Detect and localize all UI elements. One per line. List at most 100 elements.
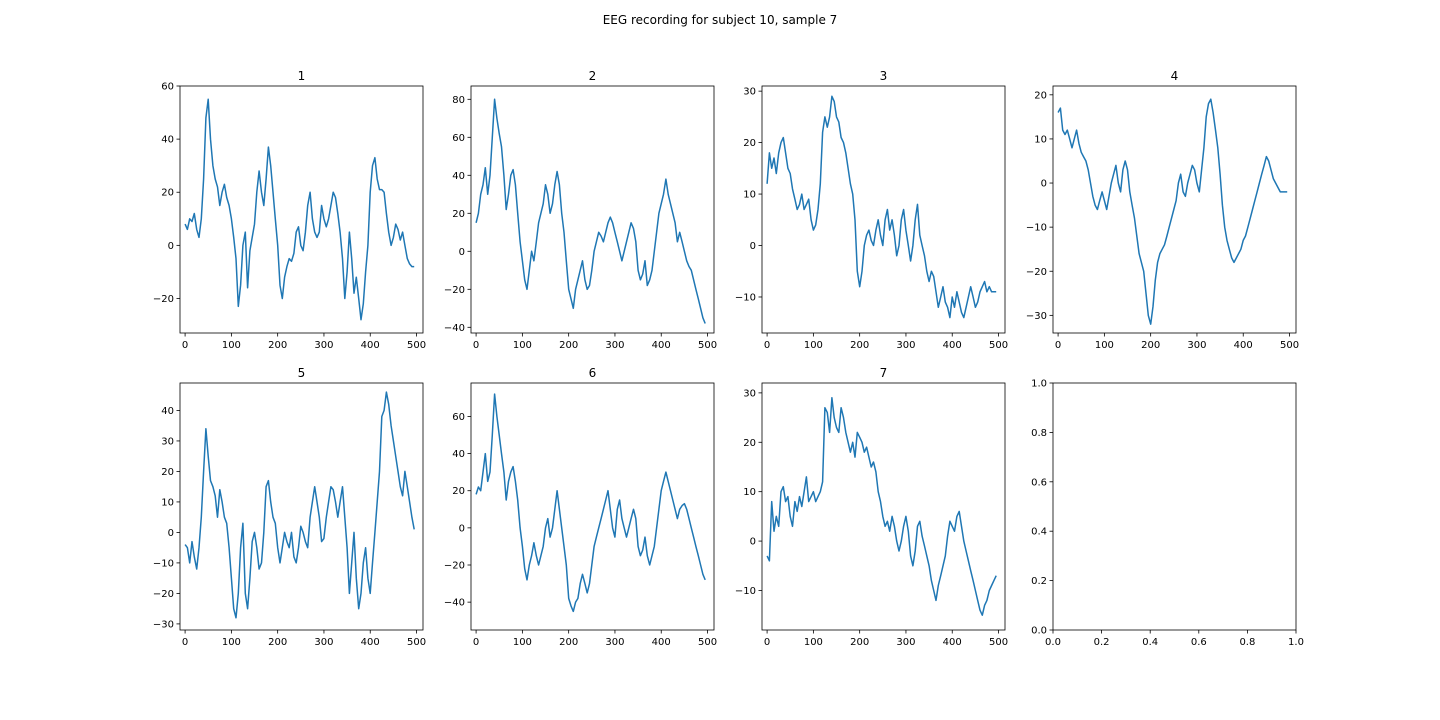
- x-tick-label: 300: [605, 340, 624, 351]
- x-tick-label: 0: [1055, 340, 1061, 351]
- y-tick-label: −20: [1026, 267, 1047, 278]
- y-tick-label: 20: [743, 438, 756, 449]
- eeg-signal-line: [475, 393, 706, 613]
- y-tick-label: −10: [735, 292, 756, 303]
- x-tick-label: 100: [1095, 340, 1114, 351]
- x-tick-label: 0: [182, 637, 188, 648]
- x-tick-label: 300: [605, 637, 624, 648]
- y-tick-label: −30: [153, 619, 174, 630]
- x-tick-label: 400: [652, 340, 671, 351]
- axes-frame: [179, 85, 424, 334]
- subplot-title: 4: [1171, 69, 1179, 83]
- x-tick-label: 0.4: [1142, 637, 1158, 648]
- x-tick-label: 200: [268, 637, 287, 648]
- y-tick-label: −40: [444, 598, 465, 609]
- x-tick-label: 400: [361, 637, 380, 648]
- eeg-signal-line: [1057, 98, 1288, 325]
- subplot-title: 2: [589, 69, 597, 83]
- y-tick-label: 60: [452, 133, 465, 144]
- y-tick-label: 20: [452, 486, 465, 497]
- x-tick-label: 400: [943, 637, 962, 648]
- x-tick-label: 1.0: [1288, 637, 1304, 648]
- y-tick-label: 20: [161, 188, 174, 199]
- y-tick-label: 10: [743, 487, 756, 498]
- x-tick-label: 200: [850, 637, 869, 648]
- y-tick-label: 0: [459, 523, 465, 534]
- y-tick-label: 30: [743, 87, 756, 98]
- y-tick-label: 0.0: [1031, 626, 1047, 637]
- eeg-signal-line: [184, 98, 415, 321]
- x-tick-label: 200: [559, 340, 578, 351]
- x-tick-label: 200: [559, 637, 578, 648]
- subplot-4: 4 0 100 200 300 400 500 −30 −20 −10 0 10 20: [1026, 69, 1299, 351]
- y-tick-label: 40: [161, 406, 174, 417]
- y-tick-label: 0: [168, 528, 174, 539]
- subplot-title: 5: [298, 366, 306, 380]
- axes-frame: [470, 382, 715, 631]
- y-tick-label: −20: [444, 561, 465, 572]
- x-tick-label: 300: [896, 637, 915, 648]
- x-tick-label: 0: [764, 340, 770, 351]
- x-tick-label: 500: [407, 637, 426, 648]
- y-tick-label: 60: [161, 82, 174, 93]
- y-tick-label: −30: [1026, 311, 1047, 322]
- axes-frame: [179, 382, 424, 631]
- y-tick-label: 20: [1034, 90, 1047, 101]
- subplot-title: 1: [298, 69, 306, 83]
- x-tick-label: 100: [804, 340, 823, 351]
- x-tick-label: 500: [989, 340, 1008, 351]
- y-tick-label: 60: [452, 412, 465, 423]
- x-tick-label: 200: [1141, 340, 1160, 351]
- x-tick-label: 100: [222, 340, 241, 351]
- y-tick-label: 0.4: [1031, 527, 1047, 538]
- x-tick-label: 0.6: [1191, 637, 1207, 648]
- y-tick-label: 0: [1041, 179, 1047, 190]
- y-tick-label: 20: [161, 467, 174, 478]
- x-tick-label: 500: [1280, 340, 1299, 351]
- subplot-title: 6: [589, 366, 597, 380]
- y-tick-label: 0.6: [1031, 477, 1047, 488]
- y-tick-label: 0.8: [1031, 428, 1047, 439]
- y-tick-label: 40: [452, 171, 465, 182]
- x-tick-label: 500: [407, 340, 426, 351]
- y-tick-label: 0: [168, 241, 174, 252]
- y-tick-label: 0.2: [1031, 576, 1047, 587]
- y-tick-label: 20: [452, 209, 465, 220]
- eeg-signal-line: [184, 391, 415, 619]
- y-tick-label: 40: [452, 449, 465, 460]
- y-tick-label: 30: [743, 388, 756, 399]
- y-tick-label: 30: [161, 436, 174, 447]
- x-tick-label: 0: [473, 340, 479, 351]
- y-tick-label: 1.0: [1031, 379, 1047, 390]
- x-tick-label: 0.8: [1239, 637, 1255, 648]
- x-tick-label: 100: [513, 340, 532, 351]
- y-tick-label: 80: [452, 95, 465, 106]
- x-tick-label: 200: [268, 340, 287, 351]
- x-tick-label: 0.2: [1094, 637, 1110, 648]
- y-tick-label: 0: [459, 247, 465, 258]
- x-tick-label: 300: [314, 637, 333, 648]
- y-tick-label: 10: [1034, 134, 1047, 145]
- eeg-signal-line: [766, 397, 997, 616]
- x-tick-label: 300: [314, 340, 333, 351]
- y-tick-label: −20: [153, 294, 174, 305]
- subplot-1: 1 0 100 200 300 400 500 −20 0 20 40 60: [153, 69, 426, 351]
- x-tick-label: 400: [943, 340, 962, 351]
- x-tick-label: 0: [473, 637, 479, 648]
- axes-frame: [1052, 85, 1297, 334]
- x-tick-label: 400: [361, 340, 380, 351]
- x-tick-label: 500: [698, 340, 717, 351]
- subplot-title: 3: [880, 69, 888, 83]
- y-tick-label: 0: [750, 241, 756, 252]
- y-tick-label: 40: [161, 135, 174, 146]
- subplot-7: 7 0 100 200 300 400 500 −10 0 10 20 30: [735, 366, 1008, 648]
- y-tick-label: −10: [735, 586, 756, 597]
- x-tick-label: 0: [764, 637, 770, 648]
- axes-frame: [1052, 382, 1297, 631]
- x-tick-label: 500: [698, 637, 717, 648]
